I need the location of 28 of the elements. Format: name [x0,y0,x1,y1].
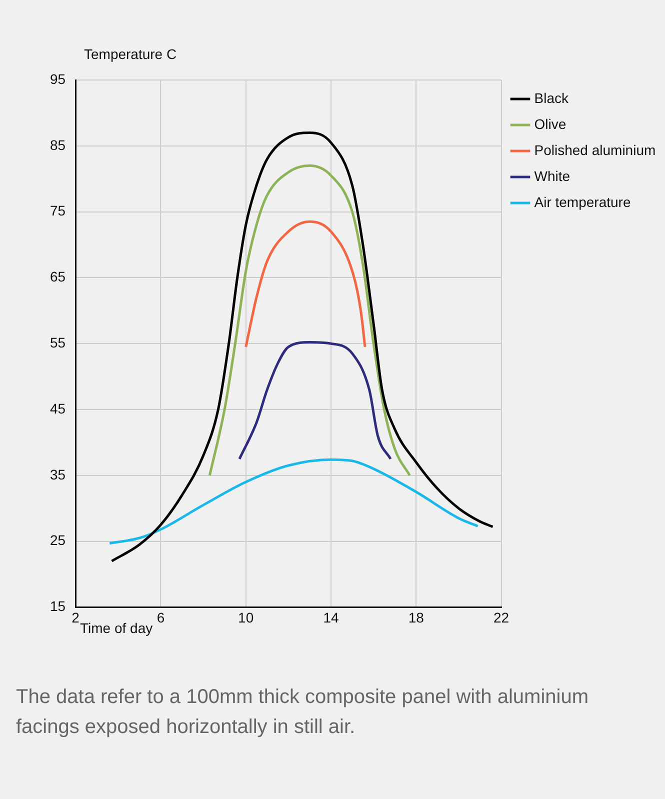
line-series [238,341,392,460]
x-tick-label: 14 [323,609,339,626]
text: The data refer to a 100mm thick composite panel with aluminium facings exposed horizontally in still air. [16,685,590,740]
legend-label: Olive [534,116,566,132]
line-series [208,164,411,477]
y-tick-label: 25 [50,532,66,548]
line-series [110,131,494,562]
y-tick-label: 95 [50,70,66,87]
y-axis-title: Temperature C [84,46,177,62]
line-series [244,220,366,348]
y-tick-label: 35 [50,466,66,482]
y-tick-label: 45 [50,400,66,416]
x-tick-label: 18 [408,609,424,626]
y-tick-label: 85 [50,136,66,153]
legend-label: White [534,168,570,184]
y-tick-label: 75 [50,202,66,219]
x-tick-label: 6 [156,609,165,626]
x-axis-title: Time of day [80,620,153,636]
legend-label: Polished aluminium [534,142,656,158]
y-tick-label: 15 [50,598,66,614]
x-tick-label: 22 [493,609,510,626]
legend-label: Air temperature [534,194,631,210]
legend-label: Black [534,90,570,106]
y-tick-label: 55 [50,334,66,350]
x-tick-label: 2 [72,609,80,626]
line-series [108,458,480,545]
x-tick-label: 10 [238,609,254,626]
y-tick-label: 65 [50,268,66,285]
